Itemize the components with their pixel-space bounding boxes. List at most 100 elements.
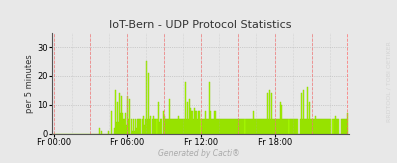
Bar <box>238 119 239 134</box>
Bar <box>142 119 143 134</box>
Bar <box>222 119 223 134</box>
Bar <box>175 119 176 134</box>
Bar <box>281 105 282 134</box>
Bar <box>337 119 339 134</box>
Bar <box>195 111 197 134</box>
Bar <box>150 116 151 134</box>
Bar <box>173 119 174 134</box>
Bar <box>282 119 283 134</box>
Bar <box>126 125 127 134</box>
Bar <box>204 111 206 134</box>
Bar <box>264 119 265 134</box>
Bar <box>261 119 262 134</box>
Bar <box>330 119 331 134</box>
Bar <box>308 119 309 134</box>
Bar <box>239 119 241 134</box>
Bar <box>127 96 128 134</box>
Bar <box>273 119 274 134</box>
Bar <box>313 119 314 134</box>
Bar <box>326 119 328 134</box>
Bar <box>231 119 232 134</box>
Bar <box>315 116 316 134</box>
Bar <box>284 119 285 134</box>
Bar <box>320 119 321 134</box>
Bar <box>328 119 330 134</box>
Bar <box>346 119 347 134</box>
Bar <box>280 102 281 134</box>
Bar <box>293 119 294 134</box>
Bar <box>256 119 257 134</box>
Bar <box>347 113 348 134</box>
Bar <box>218 119 219 134</box>
Bar <box>145 119 146 134</box>
Bar <box>322 119 323 134</box>
Title: IoT-Bern - UDP Protocol Statistics: IoT-Bern - UDP Protocol Statistics <box>109 20 292 30</box>
Bar <box>335 119 337 134</box>
Bar <box>128 119 129 134</box>
Bar <box>176 119 177 134</box>
Bar <box>283 119 284 134</box>
Bar <box>237 119 238 134</box>
Bar <box>312 119 313 134</box>
Bar <box>185 82 186 134</box>
Bar <box>341 119 342 134</box>
Bar <box>323 119 324 134</box>
Bar <box>216 119 217 134</box>
Bar <box>285 119 286 134</box>
Bar <box>317 119 318 134</box>
Bar <box>227 119 228 134</box>
Bar <box>172 119 173 134</box>
Bar <box>345 119 346 134</box>
Bar <box>119 113 121 134</box>
Bar <box>306 119 307 134</box>
Bar <box>316 119 317 134</box>
Bar <box>254 119 255 134</box>
Bar <box>166 119 167 134</box>
Bar <box>234 119 235 134</box>
Bar <box>138 119 139 134</box>
Bar <box>295 119 296 134</box>
Bar <box>135 119 136 134</box>
Bar <box>168 119 169 134</box>
Bar <box>134 131 135 134</box>
Bar <box>99 128 100 134</box>
Bar <box>116 122 117 134</box>
Bar <box>342 119 343 134</box>
Bar <box>190 108 191 134</box>
Bar <box>124 119 125 134</box>
Bar <box>211 119 212 134</box>
Bar <box>219 119 220 134</box>
Bar <box>117 102 118 134</box>
Bar <box>270 119 271 134</box>
Bar <box>294 119 295 134</box>
Bar <box>279 119 280 134</box>
Bar <box>156 119 158 134</box>
Bar <box>248 119 249 134</box>
Bar <box>193 119 195 134</box>
Bar <box>255 119 256 134</box>
Bar <box>267 93 268 134</box>
Bar <box>200 119 202 134</box>
Bar <box>266 119 267 134</box>
Bar <box>263 119 264 134</box>
Bar <box>274 119 275 134</box>
Bar <box>212 119 213 134</box>
Bar <box>307 88 308 134</box>
Bar <box>303 90 304 134</box>
Bar <box>215 111 216 134</box>
Y-axis label: per 5 minutes: per 5 minutes <box>25 54 34 112</box>
Bar <box>262 119 263 134</box>
Bar <box>302 119 303 134</box>
Bar <box>259 119 260 134</box>
Bar <box>277 119 278 134</box>
Bar <box>309 102 310 134</box>
Bar <box>241 119 243 134</box>
Bar <box>170 119 171 134</box>
Bar <box>101 131 102 134</box>
Bar <box>235 119 236 134</box>
Bar <box>137 119 138 134</box>
Bar <box>286 119 287 134</box>
Bar <box>221 119 222 134</box>
Bar <box>214 111 215 134</box>
Text: RRDTOOL / TOBI OETIKER: RRDTOOL / TOBI OETIKER <box>386 41 391 122</box>
